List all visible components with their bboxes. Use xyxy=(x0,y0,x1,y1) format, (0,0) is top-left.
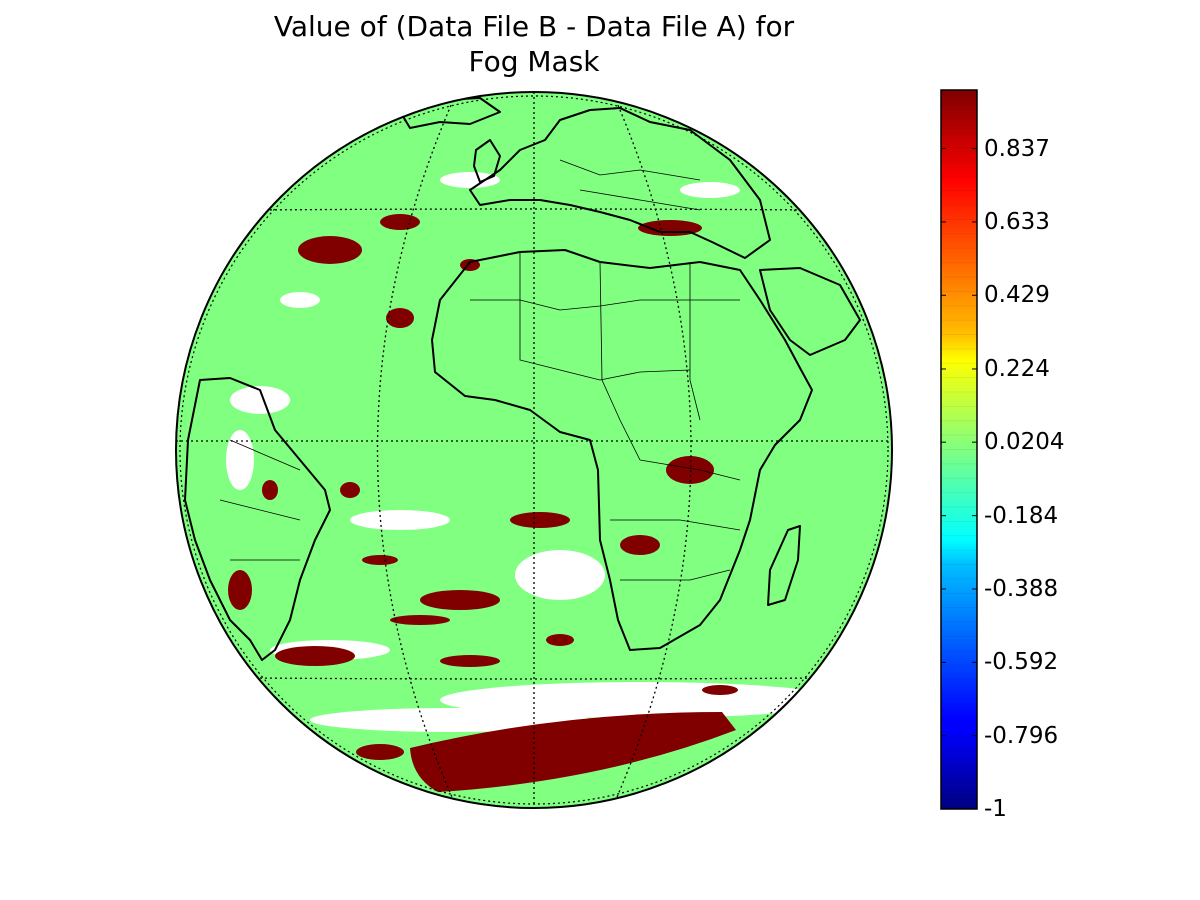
colorbar-ticks xyxy=(941,148,977,810)
africa-coastline xyxy=(431,249,813,651)
globe-outline xyxy=(175,91,893,809)
colorbar-tick-label: -0.796 xyxy=(984,722,1059,749)
globe-limb-gridline xyxy=(179,95,889,805)
colorbar-tick-label: -0.592 xyxy=(984,649,1059,676)
europe-coastline xyxy=(469,107,771,259)
colorbar-tick-label: 0.0204 xyxy=(984,429,1065,456)
colorbar-tick-label: 0.633 xyxy=(984,208,1050,235)
colorbar-bands xyxy=(941,103,977,796)
colorbar-tick-label: 0.224 xyxy=(984,355,1050,382)
colorbar-tick-label: 0.429 xyxy=(984,282,1050,309)
colorbar-tick-label: -0.388 xyxy=(984,575,1059,602)
colorbar-tick-label: -1 xyxy=(984,796,1007,822)
latitude-gridline-south xyxy=(249,677,821,680)
british-isles-coastline xyxy=(473,139,501,183)
meridian-gridline-west xyxy=(376,95,456,805)
chart-title-line-1: Value of (Data File B - Data File A) for xyxy=(273,10,795,43)
arabia-coastline xyxy=(759,267,861,356)
colorbar xyxy=(940,89,978,810)
colorbar-frame xyxy=(940,89,978,810)
colorbar-tick-label: 0.837 xyxy=(984,135,1050,162)
country-borders xyxy=(219,159,741,581)
colorbar-gradient xyxy=(941,90,977,809)
madagascar-coastline xyxy=(767,525,801,606)
coastlines xyxy=(184,97,861,661)
colorbar-tick-label: -0.184 xyxy=(984,502,1059,529)
graticule xyxy=(176,92,892,808)
chart-title-line-2: Fog Mask xyxy=(468,45,600,78)
globe-background xyxy=(176,92,892,808)
south-america-coastline xyxy=(184,377,331,661)
latitude-gridline-north xyxy=(249,208,821,211)
meridian-gridline-east xyxy=(613,95,692,805)
